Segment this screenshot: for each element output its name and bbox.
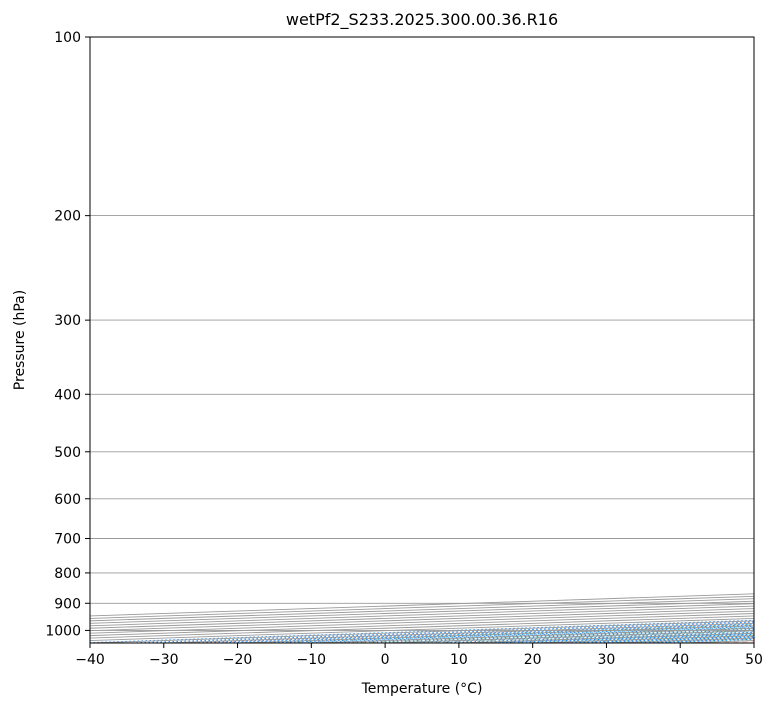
x-tick-label: 10 (450, 652, 468, 668)
moist-adiabat (311, 626, 754, 643)
y-tick-label: 300 (54, 313, 81, 329)
isotherm-line (90, 613, 754, 637)
isotherm-line (458, 632, 754, 643)
mixing-ratio-line (573, 636, 754, 643)
plot-frame (89, 36, 755, 644)
x-tick-label: −10 (297, 652, 327, 668)
isotherm-line (90, 600, 754, 624)
isotherm-line (90, 610, 754, 634)
isotherm-line (163, 622, 754, 643)
x-tick-label: 0 (381, 652, 390, 668)
isotherm-line (90, 615, 754, 639)
x-tick-label: 40 (671, 652, 689, 668)
moist-adiabat (237, 624, 754, 643)
moist-adiabat (385, 629, 754, 643)
x-tick-label: −30 (149, 652, 179, 668)
isotherm-line (90, 605, 754, 629)
dry-adiabat (188, 622, 754, 643)
x-tick-label: 30 (598, 652, 616, 668)
moist-adiabat (274, 625, 754, 643)
x-tick-label: 20 (524, 652, 542, 668)
x-tick-label: 50 (745, 652, 763, 668)
moist-adiabat (569, 636, 754, 643)
isotherm-line (90, 593, 754, 617)
y-tick-label: 800 (54, 566, 81, 582)
y-tick-label: 1000 (45, 623, 81, 639)
dry-adiabat (263, 624, 754, 643)
dry-adiabat (562, 635, 754, 643)
moist-adiabat (348, 628, 754, 643)
chart-title: wetPf2_S233.2025.300.00.36.R16 (286, 10, 558, 30)
isotherm-line (311, 627, 754, 643)
x-axis-label: Temperature (°C) (361, 681, 483, 697)
isotherm-line (606, 637, 754, 643)
y-tick-label: 500 (54, 445, 81, 461)
moist-adiabat (532, 634, 754, 643)
y-tick-label: 900 (54, 596, 81, 612)
isotherm-line (90, 603, 754, 627)
y-axis-label: Pressure (hPa) (12, 290, 28, 390)
dry-adiabat (413, 630, 754, 643)
y-tick-label: 200 (54, 209, 81, 225)
isotherm-line (385, 630, 754, 643)
moist-adiabat (495, 633, 754, 643)
x-tick-label: −20 (223, 652, 253, 668)
isotherm-line (90, 595, 754, 619)
isotherm-line (532, 635, 754, 643)
x-tick-label: −40 (75, 652, 105, 668)
dry-adiabat (488, 632, 754, 643)
moist-adiabat (421, 630, 754, 643)
y-tick-label: 400 (54, 387, 81, 403)
mixing-ratio-line (600, 637, 754, 643)
dry-adiabat (712, 640, 754, 643)
isotherm-line (237, 625, 754, 643)
moist-adiabat (606, 637, 754, 643)
isotherm-line (90, 598, 754, 622)
isotherm-line (680, 640, 754, 643)
isotherm-line (753, 642, 754, 643)
y-tick-label: 100 (54, 30, 81, 46)
dry-adiabat (338, 627, 754, 643)
isotherm-line (90, 620, 754, 643)
y-tick-label: 600 (54, 492, 81, 508)
moist-adiabat (458, 632, 754, 643)
isotherm-line (90, 608, 754, 632)
moist-adiabat (680, 639, 754, 643)
isotherm-line (90, 617, 754, 641)
mixing-ratio-line (132, 621, 754, 643)
y-tick-label: 700 (54, 532, 81, 548)
moist-adiabat (643, 638, 754, 643)
mixing-ratio-line (326, 627, 754, 643)
